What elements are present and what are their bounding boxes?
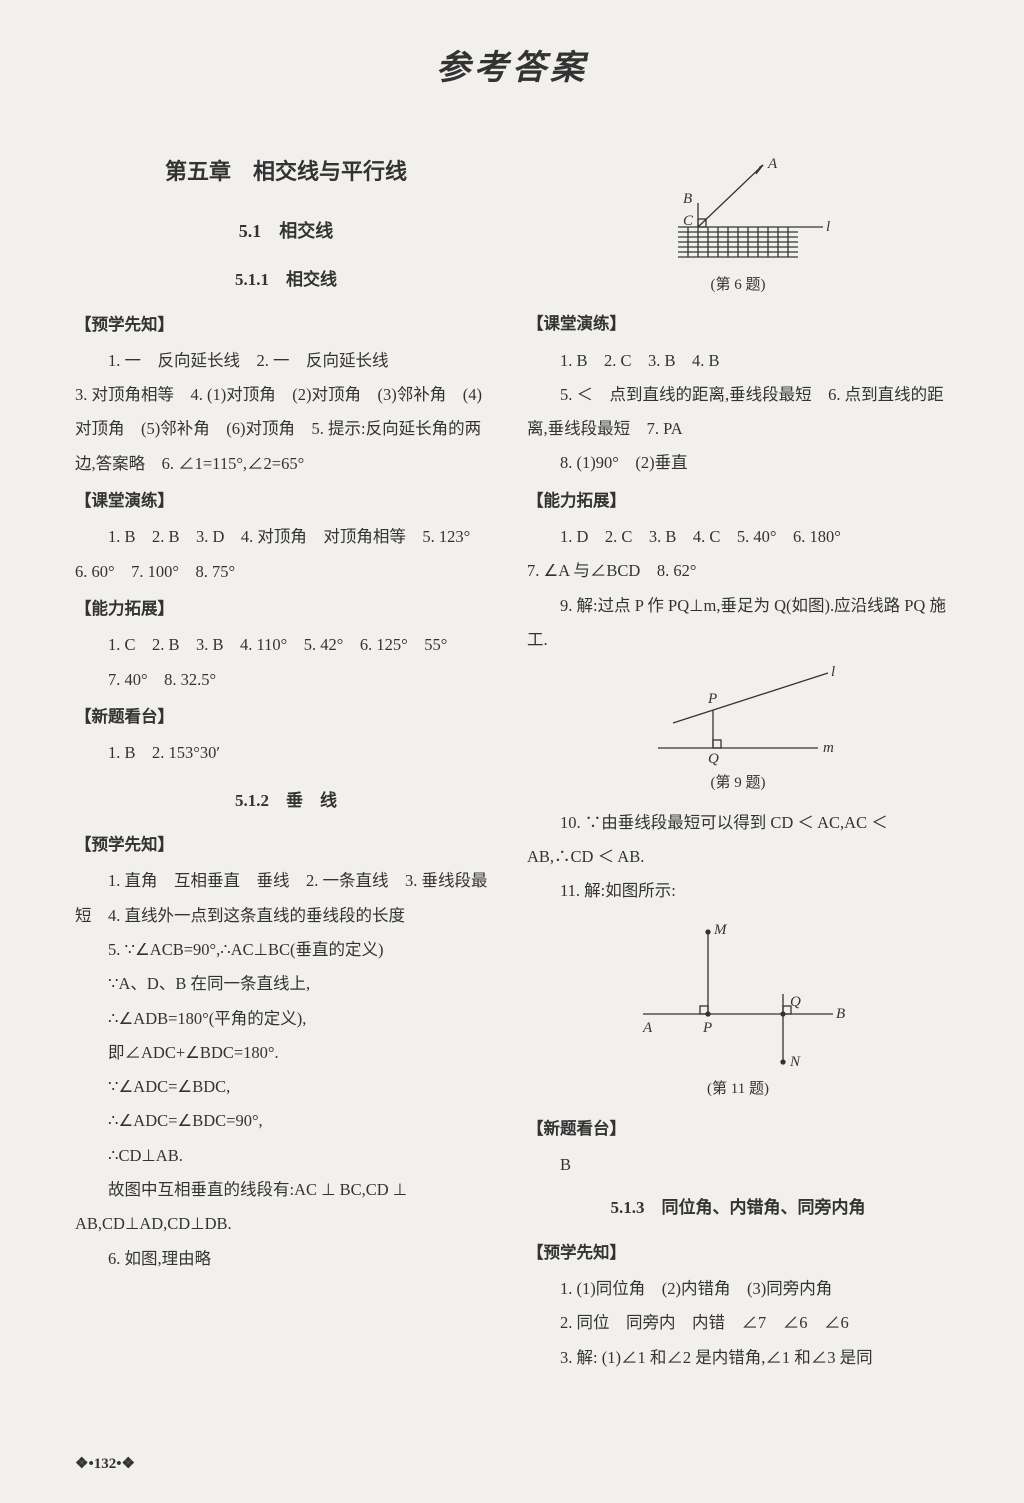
heading-yxxz-r: 【预学先知】 [527,1236,949,1270]
yxxz2-line7: ∴∠ADC=∠BDC=90°, [75,1104,497,1138]
yxxz2-line9: 故图中互相垂直的线段有:AC ⊥ BC,CD ⊥ AB,CD⊥AD,CD⊥DB. [75,1173,497,1242]
ktyl-r-line1: 1. B 2. C 3. B 4. B [527,344,949,378]
heading-nltz-r: 【能力拓展】 [527,484,949,518]
svg-text:A: A [767,156,778,172]
svg-text:l: l [826,219,830,235]
figure-11-svg: M A P Q B N [618,914,858,1074]
yxxz-line1: 1. 一 反向延长线 2. 一 反向延长线 [75,344,497,378]
two-column-layout: 第五章 相交线与平行线 5.1 相交线 5.1.1 相交线 【预学先知】 1. … [75,149,949,1375]
figure-9: P Q l m (第 9 题) [527,663,949,799]
page-deco-left: ❖• [75,1456,94,1472]
svg-text:B: B [683,191,692,207]
yxxz2-line4: ∴∠ADB=180°(平角的定义), [75,1002,497,1036]
heading-xkt: 【新题看台】 [75,700,497,734]
svg-text:C: C [683,213,694,229]
subsection-title-512: 5.1.2 垂 线 [75,783,497,818]
nltz-r-line3: 9. 解:过点 P 作 PQ⊥m,垂足为 Q(如图).应沿线路 PQ 施工. [527,589,949,658]
figure-11-caption: (第 11 题) [527,1074,949,1105]
yxxz-r-line1: 1. (1)同位角 (2)内错角 (3)同旁内角 [527,1272,949,1306]
chapter-title: 第五章 相交线与平行线 [75,149,497,195]
svg-text:m: m [823,740,834,756]
svg-text:l: l [831,664,835,680]
heading-xkt-r: 【新题看台】 [527,1112,949,1146]
page-number-value: 132 [94,1456,117,1472]
heading-nltz: 【能力拓展】 [75,592,497,626]
page-deco-right: •❖ [116,1456,135,1472]
ktyl-r-line2: 5. ＜ 点到直线的距离,垂线段最短 6. 点到直线的距离,垂线段最短 7. P… [527,378,949,447]
yxxz2-line6: ∵∠ADC=∠BDC, [75,1070,497,1104]
page-number: ❖•132•❖ [75,1454,135,1473]
subsection-title-511: 5.1.1 相交线 [75,262,497,297]
nltz-r-line4: 10. ∵由垂线段最短可以得到 CD ＜ AC,AC ＜ AB,∴CD ＜ AB… [527,806,949,875]
yxxz2-line10: 6. 如图,理由略 [75,1242,497,1276]
figure-9-svg: P Q l m [628,663,848,768]
svg-text:N: N [789,1054,801,1070]
right-column: A B C l (第 6 题) 【课堂演练】 1. B 2. C 3. B 4.… [527,149,949,1375]
nltz-r-line5: 11. 解:如图所示: [527,874,949,908]
heading-yxxz: 【预学先知】 [75,308,497,342]
svg-text:B: B [836,1006,845,1022]
heading-yxxz2: 【预学先知】 [75,828,497,862]
heading-ktyl: 【课堂演练】 [75,484,497,518]
yxxz2-line2: 5. ∵∠ACB=90°,∴AC⊥BC(垂直的定义) [75,933,497,967]
nltz-line2: 7. 40° 8. 32.5° [75,663,497,697]
ktyl-content: 1. B 2. B 3. D 4. 对顶角 对顶角相等 5. 123° 6. 6… [75,520,497,589]
main-title: 参考答案 [75,40,949,89]
figure-11: M A P Q B N (第 11 题) [527,914,949,1105]
ktyl-r-line3: 8. (1)90° (2)垂直 [527,446,949,480]
yxxz-r-line3: 3. 解: (1)∠1 和∠2 是内错角,∠1 和∠3 是同 [527,1341,949,1375]
figure-6: A B C l (第 6 题) [527,155,949,301]
svg-text:P: P [702,1020,712,1036]
xkt-content: 1. B 2. 153°30′ [75,736,497,770]
yxxz-line2: 3. 对顶角相等 4. (1)对顶角 (2)对顶角 (3)邻补角 (4)对顶角 … [75,378,497,481]
heading-ktyl-r: 【课堂演练】 [527,307,949,341]
yxxz2-line5: 即∠ADC+∠BDC=180°. [75,1036,497,1070]
yxxz2-line3: ∵A、D、B 在同一条直线上, [75,967,497,1001]
yxxz2-line8: ∴CD⊥AB. [75,1139,497,1173]
figure-9-caption: (第 9 题) [527,768,949,799]
svg-text:Q: Q [790,994,801,1010]
yxxz2-line1: 1. 直角 互相垂直 垂线 2. 一条直线 3. 垂线段最短 4. 直线外一点到… [75,864,497,933]
subsection-title-513: 5.1.3 同位角、内错角、同旁内角 [527,1190,949,1225]
nltz-line1: 1. C 2. B 3. B 4. 110° 5. 42° 6. 125° 55… [75,628,497,662]
figure-6-svg: A B C l [643,155,833,270]
svg-text:A: A [642,1020,653,1036]
yxxz-r-line2: 2. 同位 同旁内 内错 ∠7 ∠6 ∠6 [527,1306,949,1340]
figure-6-caption: (第 6 题) [527,270,949,301]
left-column: 第五章 相交线与平行线 5.1 相交线 5.1.1 相交线 【预学先知】 1. … [75,149,497,1375]
svg-text:P: P [707,691,717,707]
nltz-r-line1: 1. D 2. C 3. B 4. C 5. 40° 6. 180° [527,520,949,554]
svg-text:Q: Q [708,751,719,767]
svg-text:M: M [713,922,728,938]
xkt-r-line1: B [527,1148,949,1182]
section-title-51: 5.1 相交线 [75,213,497,250]
nltz-r-line2: 7. ∠A 与∠BCD 8. 62° [527,554,949,588]
